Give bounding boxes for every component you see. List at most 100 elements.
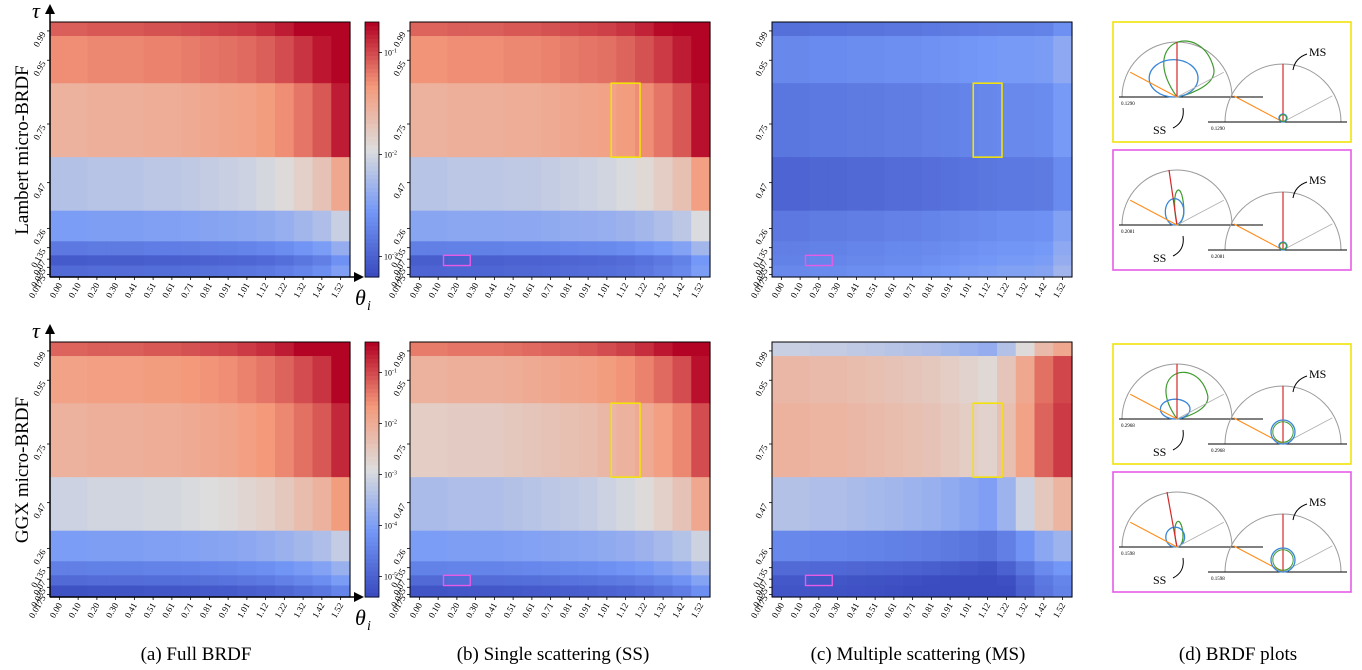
heatmap-cell [1053,477,1073,532]
highlight-box-yellow [610,402,641,478]
heatmap-cell [162,530,182,562]
heatmap-cell [772,575,792,587]
heatmap-cell [653,265,674,278]
colorbar-swatch [365,512,379,517]
colorbar-swatch [365,268,379,274]
heatmap-cell [616,585,636,598]
heatmap-cell [578,157,599,212]
arrow-ss [1172,107,1184,129]
heatmap-cell [331,477,351,532]
heatmap-cell [331,265,351,278]
heatmap-cell [997,241,1017,256]
heatmap-cell [181,22,201,37]
colorbar-swatch [365,397,379,403]
heatmap-cell [828,36,848,84]
heatmap-cell [1053,22,1073,37]
y-axis-arrow [45,4,55,14]
heatmap-cell [87,575,107,587]
heatmap-cell [331,561,351,576]
y-tick-label: 0.47 [753,501,770,520]
heatmap-cell [616,210,636,242]
heatmap-cell [560,575,580,587]
heatmap-cell [256,241,276,256]
heatmap-panel-4: 0.00 0.10 0.20 0.30 0.41 0.51 0.61 0.71 0.81 0.91… [387,341,711,620]
x-axis-symbol: θ [355,605,366,630]
heatmap-cell [256,356,276,404]
heatmap-cell [959,210,979,242]
heatmap-cell [503,157,524,212]
heatmap-cell [293,561,314,576]
heatmap-cell [940,342,961,357]
colorbar-swatch [365,473,379,479]
heatmap-cell [1015,342,1036,357]
incident-line-ss [1129,71,1178,98]
polar-arc-ss [1121,169,1233,226]
x-tick-label: 0.41 [483,601,500,620]
heatmap-cell [68,36,89,84]
ms-lobe-blue [1278,241,1288,251]
heatmap-cell [162,477,182,532]
heatmap-cell [181,265,201,278]
colorbar-swatch [365,588,379,594]
heatmap-cell [865,575,886,587]
heatmap-cell [181,83,201,158]
heatmap-cell [809,585,829,598]
colorbar-swatch [365,39,379,44]
heatmap-cell [560,477,580,532]
colorbar-swatch [365,170,379,176]
colorbar-swatch [365,192,379,197]
heatmap-cell [635,561,655,576]
heatmap-cell [1015,477,1036,532]
heatmap-cell [772,561,792,576]
heatmap-cell [997,530,1017,562]
heatmap-panel-3: 0.00 0.10 0.20 0.30 0.41 0.51 0.61 0.71 0.81 0.91… [27,318,371,634]
heatmap-cell [275,36,295,84]
incident-line-ss [1129,521,1178,548]
heatmap-cell [237,83,257,158]
colorbar-tick-label: 10-1 [384,369,397,378]
heatmap-cell [218,585,239,598]
colorbar-swatch [365,64,379,70]
heatmap-cell [293,403,314,478]
heatmap-cell [522,561,542,576]
heatmap-cell [1034,575,1054,587]
heatmap-cell [312,403,332,478]
heatmap-cell [884,210,904,242]
heatmap-cell [772,342,792,357]
heatmap-cell [237,210,257,242]
colorbar-swatch [365,584,379,590]
heatmap-cell [503,36,524,84]
colorbar-tick-exponent: -2 [392,151,397,157]
heatmap-cell [847,575,867,587]
x-tick-label: 0.30 [464,281,481,300]
heatmap-cell [772,36,792,84]
heatmap-cell [410,356,430,404]
heatmap-cell [68,210,89,242]
value-ms: 0.2968 [1211,449,1225,454]
colorbar-swatch [365,111,379,117]
y-tick-label: 0.95 [753,59,770,78]
colorbar-swatch [365,503,379,509]
x-tick-label: 1.22 [633,281,650,300]
x-tick-label: 0.10 [426,601,443,620]
x-tick-label: 0.71 [901,281,918,300]
heatmap-cell [293,477,314,532]
heatmap-cell [87,265,107,278]
heatmap-cell [143,575,164,587]
heatmap-cell [87,157,107,212]
heatmap-cell [256,530,276,562]
heatmap-cell [428,585,449,598]
heatmap-cell [978,210,998,242]
heatmap-cell [312,561,332,576]
heatmap-cell [522,210,542,242]
heatmap-cell [68,530,89,562]
value-ms: 0.2081 [1211,255,1225,260]
x-tick-label: 1.22 [273,601,290,620]
heatmap-cell [410,342,430,357]
heatmap-cell [312,36,332,84]
heatmap-cell [181,241,201,256]
heatmap-cell [809,83,829,158]
y-tick-label: 0.75 [753,443,770,462]
heatmap-cell [218,530,239,562]
colorbar-swatch [365,359,379,364]
